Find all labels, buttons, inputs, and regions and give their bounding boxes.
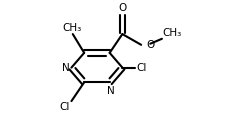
- Text: CH₃: CH₃: [162, 28, 181, 38]
- Text: N: N: [61, 63, 69, 73]
- Text: O: O: [118, 3, 126, 13]
- Text: CH₃: CH₃: [62, 23, 81, 33]
- Text: Cl: Cl: [59, 102, 70, 112]
- Text: O: O: [146, 40, 154, 50]
- Text: N: N: [107, 86, 114, 96]
- Text: Cl: Cl: [136, 63, 146, 73]
